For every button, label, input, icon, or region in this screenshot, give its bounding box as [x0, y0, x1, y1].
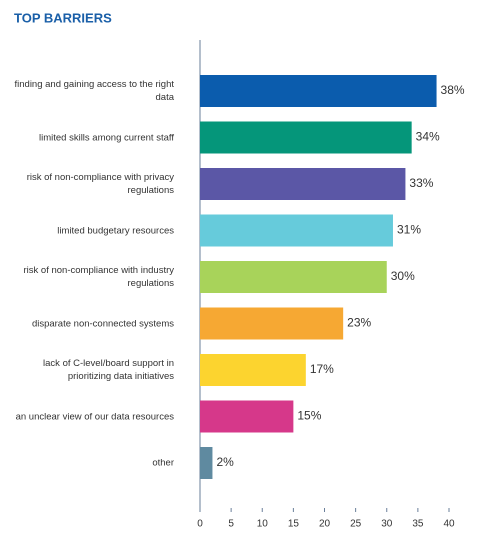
category-label: an unclear view of our data resources — [15, 411, 174, 422]
value-label: 17% — [310, 362, 334, 376]
bar — [200, 214, 393, 247]
value-label: 2% — [216, 455, 234, 469]
category-label: risk of non-compliance with industry reg… — [23, 265, 174, 289]
bar — [200, 400, 294, 433]
x-tick-label: 25 — [350, 519, 362, 530]
category-label: lack of C-level/board support in priorit… — [43, 358, 174, 382]
x-tick-label: 30 — [381, 519, 393, 530]
category-label: limited skills among current staff — [39, 132, 174, 143]
value-label: 38% — [441, 83, 465, 97]
bar — [200, 261, 387, 293]
x-tick-label: 35 — [412, 519, 424, 530]
x-tick-label: 15 — [288, 519, 300, 530]
chart-title: TOP BARRIERS — [14, 10, 112, 25]
x-tick-label: 10 — [257, 519, 269, 530]
x-tick-label: 5 — [228, 519, 234, 530]
value-label: 31% — [397, 223, 421, 237]
bar — [200, 121, 412, 154]
bar — [200, 168, 406, 200]
x-tick-label: 20 — [319, 519, 331, 530]
category-label: disparate non-connected systems — [31, 318, 174, 329]
category-label: risk of non-compliance with privacy regu… — [26, 172, 174, 196]
bar — [200, 354, 306, 386]
value-label: 30% — [391, 269, 415, 283]
value-label: 33% — [409, 176, 433, 190]
bar — [200, 307, 344, 340]
x-tick-label: 40 — [443, 519, 455, 530]
bar — [200, 447, 213, 479]
value-label: 15% — [297, 409, 321, 423]
x-tick-label: 0 — [197, 519, 203, 530]
bar — [200, 75, 437, 107]
category-label: limited budgetary resources — [57, 225, 174, 236]
category-label: finding and gaining access to the right … — [14, 79, 175, 103]
value-label: 23% — [347, 316, 371, 330]
value-label: 34% — [416, 130, 440, 144]
category-label: other — [152, 457, 174, 469]
